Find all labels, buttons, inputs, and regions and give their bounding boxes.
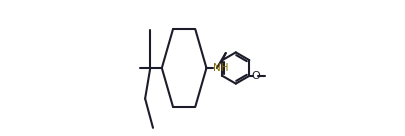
Text: NH: NH (213, 63, 228, 73)
Text: O: O (252, 71, 260, 81)
